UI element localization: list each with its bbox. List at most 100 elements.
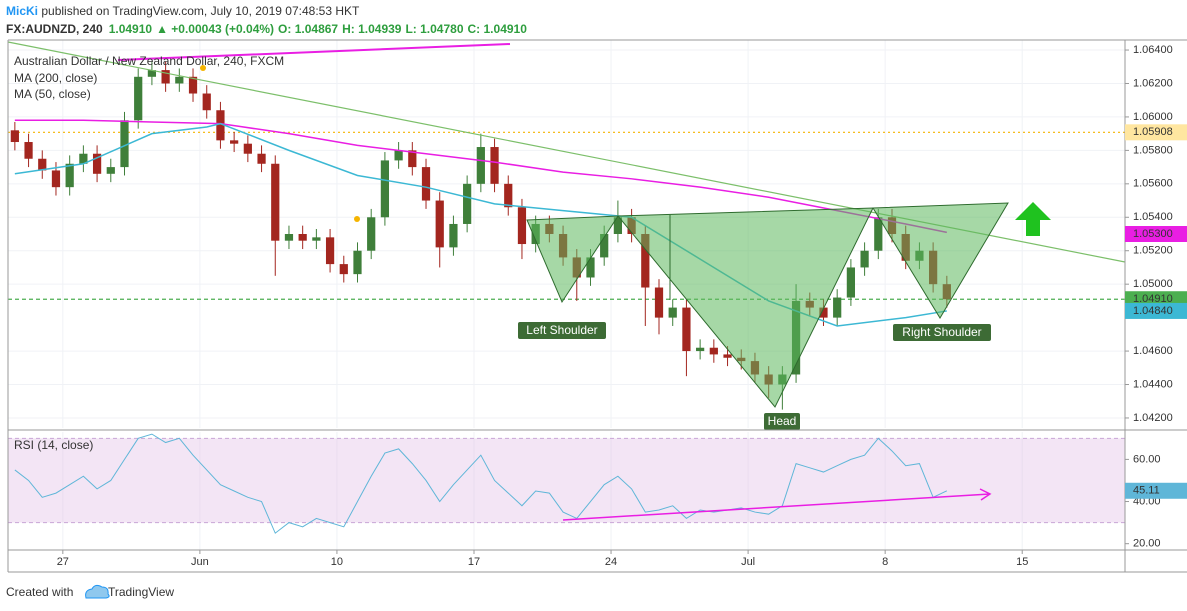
candle-body <box>257 153 266 164</box>
chart-title: Australian Dollar / New Zealand Dollar, … <box>14 54 284 68</box>
x-tick-label: 17 <box>468 556 480 568</box>
y-tick-label: 1.05000 <box>1133 278 1173 290</box>
annotation: Left Shoulder <box>526 323 597 337</box>
rsi-value-box <box>1125 482 1187 499</box>
candle-body <box>10 130 19 143</box>
y-tick-label: 1.06000 <box>1133 111 1173 123</box>
x-tick-label: 15 <box>1016 556 1028 568</box>
candle-body <box>92 153 102 174</box>
candle-body <box>202 93 211 111</box>
candle-body <box>339 264 348 275</box>
candle-body <box>696 347 705 352</box>
y-tick-label: 1.04200 <box>1133 412 1173 424</box>
candle-body <box>586 257 595 278</box>
price-label: 1.04910 <box>1133 293 1173 305</box>
candle-body <box>874 217 883 251</box>
y-tick-label: 1.05800 <box>1133 144 1173 156</box>
price-label: 1.04840 <box>1133 305 1173 317</box>
candle-body <box>380 160 390 218</box>
ohlc: L: 1.04780 <box>405 22 463 36</box>
candle-body <box>860 250 869 268</box>
candle-body <box>723 354 732 358</box>
change: ▲ +0.00043 (+0.04%) <box>156 22 274 36</box>
legend-entry: MA (50, close) <box>14 87 91 101</box>
ma-line <box>14 119 947 234</box>
candle-body <box>271 163 280 241</box>
label-box <box>518 322 606 339</box>
trend-line <box>117 43 511 61</box>
rsi-band <box>8 438 1125 523</box>
candle-body <box>79 153 88 164</box>
grid <box>8 40 1125 550</box>
candle-body <box>134 76 143 121</box>
signal-dot <box>354 216 360 222</box>
y-tick-label: 1.06200 <box>1133 77 1173 89</box>
candle-body <box>38 158 47 171</box>
x-tick-label: 24 <box>605 556 617 568</box>
candle-body <box>846 267 856 298</box>
candle-body <box>833 297 842 318</box>
annotation: Head <box>768 414 797 428</box>
candle-body <box>408 150 417 168</box>
rsi-line <box>14 433 948 534</box>
y-tick-label: 1.05400 <box>1133 211 1173 223</box>
legend-entry: MA (200, close) <box>14 71 97 85</box>
author[interactable]: MicKi <box>6 4 38 18</box>
symbol-line: FX:AUDNZD, 240 1.04910 ▲ +0.00043 (+0.04%)… <box>6 22 527 36</box>
candle-body <box>51 170 61 188</box>
candle-body <box>682 307 691 352</box>
candle-body <box>641 234 650 288</box>
brand[interactable]: TradingView <box>108 585 174 599</box>
symbol: FX:AUDNZD, 240 <box>6 22 103 36</box>
y-tick-label: 60.00 <box>1133 453 1161 465</box>
arrow-up <box>1015 202 1051 236</box>
candle-body <box>230 140 239 144</box>
pattern-head <box>616 207 874 408</box>
candle-body <box>463 183 472 224</box>
candle-body <box>654 287 664 318</box>
price-label-box <box>1125 302 1187 319</box>
candle-body <box>449 223 458 248</box>
candle-body <box>106 167 115 174</box>
ohlc: H: 1.04939 <box>342 22 402 36</box>
last: 1.04910 <box>109 22 153 36</box>
pattern-right-shoulder <box>872 202 1009 319</box>
footer-text: Created with <box>6 585 73 599</box>
candle-body <box>613 217 623 234</box>
candle-body <box>600 234 609 258</box>
candle-body <box>504 183 513 208</box>
x-tick-label: 8 <box>882 556 888 568</box>
axes: 1.06400 1.06200 1.06000 1.05800 1.05600 1.054… <box>57 44 1187 568</box>
candle-body <box>312 237 321 241</box>
published: published on TradingView.com, July 10, 2… <box>38 4 360 18</box>
y-tick-label: 1.06400 <box>1133 44 1173 56</box>
ohlc: O: 1.04867 <box>278 22 338 36</box>
x-tick-label: 10 <box>331 556 343 568</box>
candle-body <box>243 143 252 154</box>
header-line: MicKi published on TradingView.com, July… <box>6 4 360 18</box>
rsi-title: RSI (14, close) <box>14 438 93 452</box>
x-tick-label: Jun <box>191 556 209 568</box>
price-label-box <box>1125 226 1187 242</box>
candle-body <box>819 307 828 318</box>
candle-body <box>175 76 184 84</box>
y-tick-label: 1.04400 <box>1133 378 1173 390</box>
y-tick-label: 20.00 <box>1133 538 1161 550</box>
candle-body <box>435 200 444 248</box>
y-tick-label: 1.04600 <box>1133 345 1173 357</box>
label-box <box>764 413 800 430</box>
candle-body <box>65 163 74 188</box>
candle-body <box>147 70 157 77</box>
candle-body <box>476 147 485 184</box>
price-label: 1.05300 <box>1133 228 1173 240</box>
candle-body <box>353 250 362 275</box>
arrow-head <box>979 488 992 501</box>
candle-body <box>325 237 335 265</box>
x-tick-label: Jul <box>741 556 755 568</box>
signal-dot <box>200 65 206 71</box>
candle-body <box>668 307 677 318</box>
candle-body <box>517 207 527 245</box>
